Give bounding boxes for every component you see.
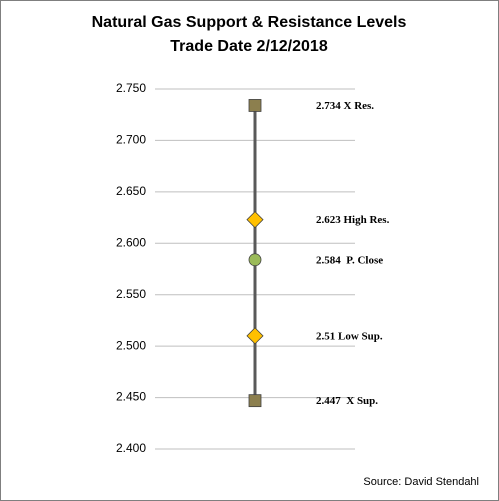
marker-circle xyxy=(248,253,262,267)
data-label: 2.447 X Sup. xyxy=(316,395,378,407)
marker-diamond xyxy=(246,327,264,345)
data-label: 2.584 P. Close xyxy=(316,254,383,266)
y-tick-label: 2.400 xyxy=(116,441,146,455)
chart-subtitle: Trade Date 2/12/2018 xyxy=(170,38,328,55)
y-tick-label: 2.750 xyxy=(116,81,146,95)
y-tick-label: 2.600 xyxy=(116,235,146,249)
marker-diamond xyxy=(246,211,264,229)
marker-square xyxy=(248,394,262,408)
data-label: 2.623 High Res. xyxy=(316,214,390,226)
chart-title: Natural Gas Support & Resistance Levels xyxy=(92,14,407,31)
marker-square xyxy=(248,99,262,112)
y-tick-label: 2.450 xyxy=(116,390,146,404)
y-tick-label: 2.550 xyxy=(116,287,146,301)
y-tick-label: 2.650 xyxy=(116,184,146,198)
y-tick-label: 2.700 xyxy=(116,133,146,147)
y-tick-label: 2.500 xyxy=(116,338,146,352)
source-note: Source: David Stendahl xyxy=(363,476,479,488)
data-label: 2.51 Low Sup. xyxy=(316,330,383,342)
data-label: 2.734 X Res. xyxy=(316,100,374,112)
